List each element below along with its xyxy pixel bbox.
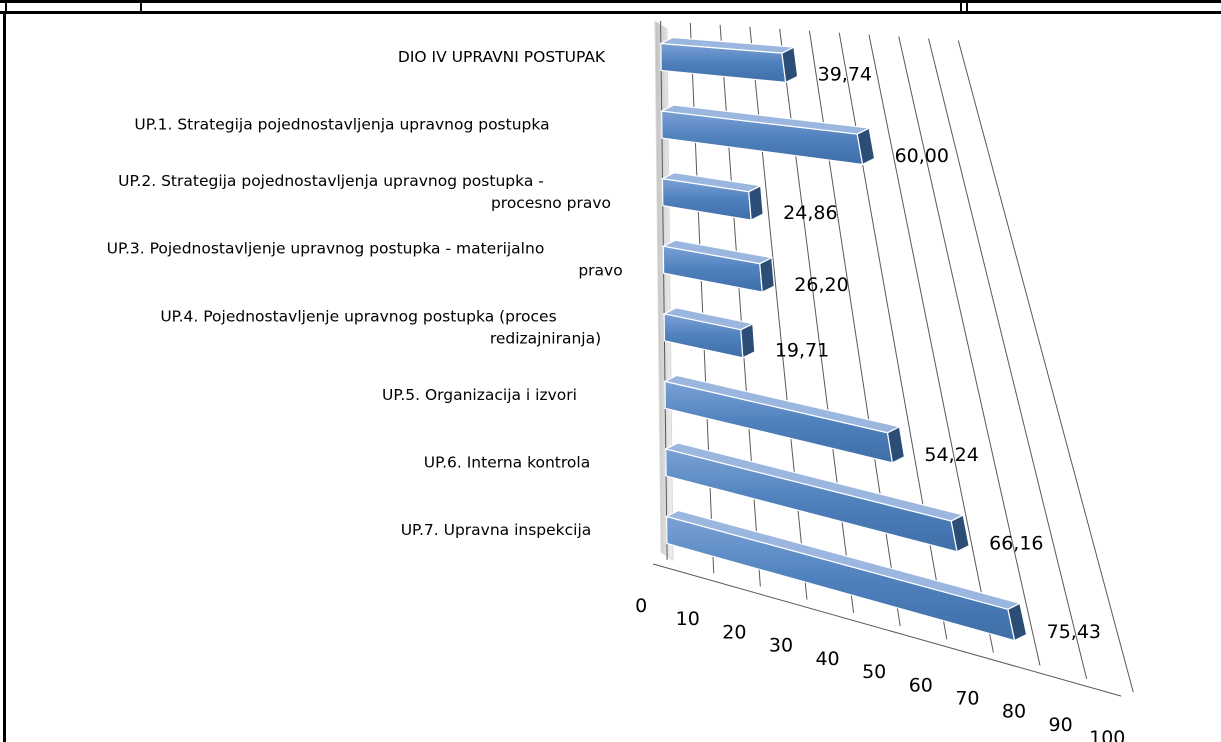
category-label: UP.2. Strategija pojednostavljenja uprav… — [118, 172, 611, 212]
gridline — [928, 38, 1088, 680]
bar-top-face — [664, 442, 965, 522]
bar — [663, 374, 906, 464]
category-label: UP.5. Organizacija i izvori — [382, 386, 577, 404]
bar — [664, 442, 970, 553]
x-tick-label: 70 — [955, 687, 979, 709]
category-label-line: redizajniranja) — [490, 329, 601, 347]
bar-top-face — [660, 172, 763, 193]
bar-top-face — [659, 104, 872, 135]
floor-edge — [652, 563, 1122, 697]
category-label: UP.4. Pojednostavljenje upravnog postupk… — [160, 307, 601, 347]
x-tick-label: 100 — [1089, 727, 1125, 742]
bar — [661, 239, 775, 294]
gridline — [838, 32, 948, 640]
value-label: 26,20 — [794, 274, 848, 296]
value-label: 54,24 — [924, 444, 978, 466]
category-label-line: UP.4. Pojednostavljenje upravnog postupk… — [160, 307, 556, 325]
value-label: 19,71 — [775, 340, 829, 362]
x-tick-label: 30 — [769, 635, 793, 657]
category-label: UP.6. Interna kontrola — [424, 453, 590, 471]
bar — [658, 36, 799, 84]
x-tick-label: 90 — [1049, 714, 1073, 736]
gridline — [689, 22, 715, 574]
bar — [662, 307, 756, 359]
value-label: 60,00 — [895, 145, 949, 167]
category-label-line: DIO IV UPRAVNI POSTUPAK — [398, 48, 606, 66]
bar — [664, 509, 1028, 642]
category-label-line: UP.6. Interna kontrola — [424, 453, 590, 471]
bar-top-face — [662, 307, 755, 331]
x-tick-label: 20 — [722, 621, 746, 643]
category-label: UP.7. Upravna inspekcija — [401, 521, 592, 539]
x-tick-label: 40 — [815, 648, 839, 670]
top-border-strip — [0, 0, 1221, 14]
gridline — [779, 28, 855, 613]
category-label-line: UP.1. Strategija pojednostavljenja uprav… — [134, 116, 549, 134]
category-label-line: UP.3. Pojednostavljenje upravnog postupk… — [107, 240, 545, 258]
bar-top-face — [663, 374, 902, 434]
value-label: 24,86 — [783, 202, 837, 224]
category-label: UP.1. Strategija pojednostavljenja uprav… — [134, 116, 549, 134]
left-border-line — [3, 14, 6, 742]
gridline — [868, 34, 994, 653]
category-label-line: UP.7. Upravna inspekcija — [401, 521, 592, 539]
x-tick-label: 60 — [909, 674, 933, 696]
gridline — [719, 24, 761, 587]
gridline — [898, 36, 1041, 666]
gridline — [749, 26, 808, 600]
value-label: 66,16 — [989, 532, 1043, 554]
x-tick-label: 50 — [862, 661, 886, 683]
bar-top-face — [664, 509, 1022, 610]
x-tick-label: 10 — [676, 608, 700, 630]
category-label-line: pravo — [578, 262, 622, 280]
gridline — [957, 40, 1134, 693]
bar — [660, 172, 764, 222]
value-label: 39,74 — [818, 64, 872, 86]
category-label-line: UP.2. Strategija pojednostavljenja uprav… — [118, 172, 544, 190]
bar-top-face — [661, 239, 774, 265]
value-label: 75,43 — [1047, 621, 1101, 643]
category-label-line: procesno pravo — [491, 194, 611, 212]
category-label: DIO IV UPRAVNI POSTUPAK — [398, 48, 606, 66]
bar — [659, 104, 876, 166]
x-tick-label: 80 — [1002, 701, 1026, 723]
x-tick-label: 0 — [635, 595, 647, 617]
category-label-line: UP.5. Organizacija i izvori — [382, 386, 577, 404]
bar-top-face — [658, 36, 797, 54]
category-label: UP.3. Pojednostavljenje upravnog postupk… — [107, 240, 623, 280]
